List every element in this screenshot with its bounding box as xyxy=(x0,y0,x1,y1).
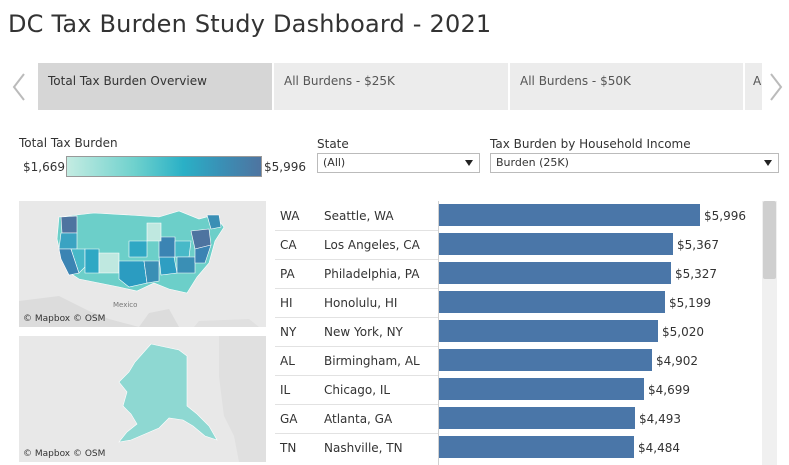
chevron-down-icon xyxy=(465,160,473,166)
table-row[interactable]: WA Seattle, WA $5,996 xyxy=(275,201,762,230)
city-label: Los Angeles, CA xyxy=(324,238,420,252)
table-row[interactable]: NY New York, NY $5,020 xyxy=(275,317,762,346)
city-label: Atlanta, GA xyxy=(324,412,393,426)
row-divider xyxy=(275,404,438,405)
bar-axis-line xyxy=(438,201,439,465)
row-divider xyxy=(275,317,438,318)
state-code-label: WA xyxy=(280,209,300,223)
chevron-left-icon xyxy=(12,72,25,101)
row-divider xyxy=(275,259,438,260)
state-code-label: GA xyxy=(280,412,298,426)
legend-min-value: $1,669 xyxy=(23,160,65,174)
chevron-down-icon xyxy=(764,160,772,166)
row-divider xyxy=(275,288,438,289)
tax-burden-bar[interactable] xyxy=(439,233,673,255)
previous-tab-button[interactable] xyxy=(0,63,38,110)
city-tax-burden-table: WA Seattle, WA $5,996 CA Los Angeles, CA $5,3… xyxy=(275,201,777,465)
tab-all-burdens-50k[interactable]: All Burdens - $50K xyxy=(510,63,743,110)
mainland-us-map[interactable]: Mexico © Mapbox © OSM xyxy=(19,201,266,327)
tax-burden-bar[interactable] xyxy=(439,262,671,284)
legend-max-value: $5,996 xyxy=(264,160,306,174)
income-filter-label: Tax Burden by Household Income xyxy=(490,137,691,151)
table-row[interactable]: TN Nashville, TN $4,484 xyxy=(275,433,762,462)
bar-value-label: $4,699 xyxy=(648,383,690,397)
table-row[interactable]: IL Chicago, IL $4,699 xyxy=(275,375,762,404)
tax-burden-bar[interactable] xyxy=(439,320,658,342)
state-code-label: CA xyxy=(280,238,297,252)
state-code-label: HI xyxy=(280,296,293,310)
color-legend-gradient xyxy=(66,156,262,177)
bar-value-label: $5,199 xyxy=(669,296,711,310)
state-code-label: TN xyxy=(280,441,297,455)
income-filter-dropdown[interactable]: Burden (25K) xyxy=(490,153,779,173)
map-attribution: © Mapbox © OSM xyxy=(23,449,106,459)
state-filter-value: (All) xyxy=(323,156,346,169)
tax-burden-bar[interactable] xyxy=(439,204,700,226)
state-code-label: IL xyxy=(280,383,291,397)
tab-total-tax-burden-overview[interactable]: Total Tax Burden Overview xyxy=(38,63,272,110)
city-label: Seattle, WA xyxy=(324,209,394,223)
us-map-graphic xyxy=(19,210,259,327)
row-divider xyxy=(275,433,438,434)
story-tab-bar: Total Tax Burden Overview All Burdens - … xyxy=(0,63,789,110)
state-filter-label: State xyxy=(317,137,349,151)
table-row[interactable]: AL Birmingham, AL $4,902 xyxy=(275,346,762,375)
income-filter-value: Burden (25K) xyxy=(496,156,569,169)
tax-burden-bar[interactable] xyxy=(439,349,652,371)
bar-value-label: $5,996 xyxy=(704,209,746,223)
alaska-map-graphic xyxy=(118,336,266,462)
dashboard-title: DC Tax Burden Study Dashboard - 2021 xyxy=(8,10,492,38)
alaska-map[interactable]: © Mapbox © OSM xyxy=(19,336,266,462)
tab-overflow[interactable]: A xyxy=(745,63,762,110)
tab-all-burdens-25k[interactable]: All Burdens - $25K xyxy=(274,63,508,110)
chevron-right-icon xyxy=(770,72,783,101)
tab-label: Total Tax Burden Overview xyxy=(48,74,207,88)
table-row[interactable]: PA Philadelphia, PA $5,327 xyxy=(275,259,762,288)
state-code-label: NY xyxy=(280,325,297,339)
table-scrollbar[interactable] xyxy=(762,201,777,465)
bar-value-label: $4,493 xyxy=(639,412,681,426)
city-label: Chicago, IL xyxy=(324,383,391,397)
mexico-map-label: Mexico xyxy=(113,301,138,309)
tax-burden-bar[interactable] xyxy=(439,407,635,429)
tax-burden-bar[interactable] xyxy=(439,291,665,313)
table-row[interactable]: CA Los Angeles, CA $5,367 xyxy=(275,230,762,259)
tax-burden-bar[interactable] xyxy=(439,436,634,458)
tab-label: All Burdens - $50K xyxy=(520,74,631,88)
bar-value-label: $5,327 xyxy=(675,267,717,281)
bar-value-label: $5,367 xyxy=(677,238,719,252)
row-divider xyxy=(275,375,438,376)
bar-value-label: $4,484 xyxy=(638,441,680,455)
legend-title: Total Tax Burden xyxy=(19,136,118,150)
state-code-label: AL xyxy=(280,354,295,368)
next-tab-button[interactable] xyxy=(763,63,789,110)
city-label: Philadelphia, PA xyxy=(324,267,420,281)
city-label: Honolulu, HI xyxy=(324,296,398,310)
state-filter-dropdown[interactable]: (All) xyxy=(317,153,480,173)
table-row[interactable]: GA Atlanta, GA $4,493 xyxy=(275,404,762,433)
state-code-label: PA xyxy=(280,267,295,281)
bar-value-label: $4,902 xyxy=(656,354,698,368)
row-divider xyxy=(275,346,438,347)
city-label: Birmingham, AL xyxy=(324,354,420,368)
city-label: New York, NY xyxy=(324,325,403,339)
tab-label: All Burdens - $25K xyxy=(284,74,395,88)
tax-burden-bar[interactable] xyxy=(439,378,644,400)
row-divider xyxy=(275,230,438,231)
tab-label: A xyxy=(753,74,762,88)
map-attribution: © Mapbox © OSM xyxy=(23,314,106,324)
city-label: Nashville, TN xyxy=(324,441,403,455)
table-row[interactable]: HI Honolulu, HI $5,199 xyxy=(275,288,762,317)
bar-value-label: $5,020 xyxy=(662,325,704,339)
scrollbar-thumb[interactable] xyxy=(763,201,776,279)
